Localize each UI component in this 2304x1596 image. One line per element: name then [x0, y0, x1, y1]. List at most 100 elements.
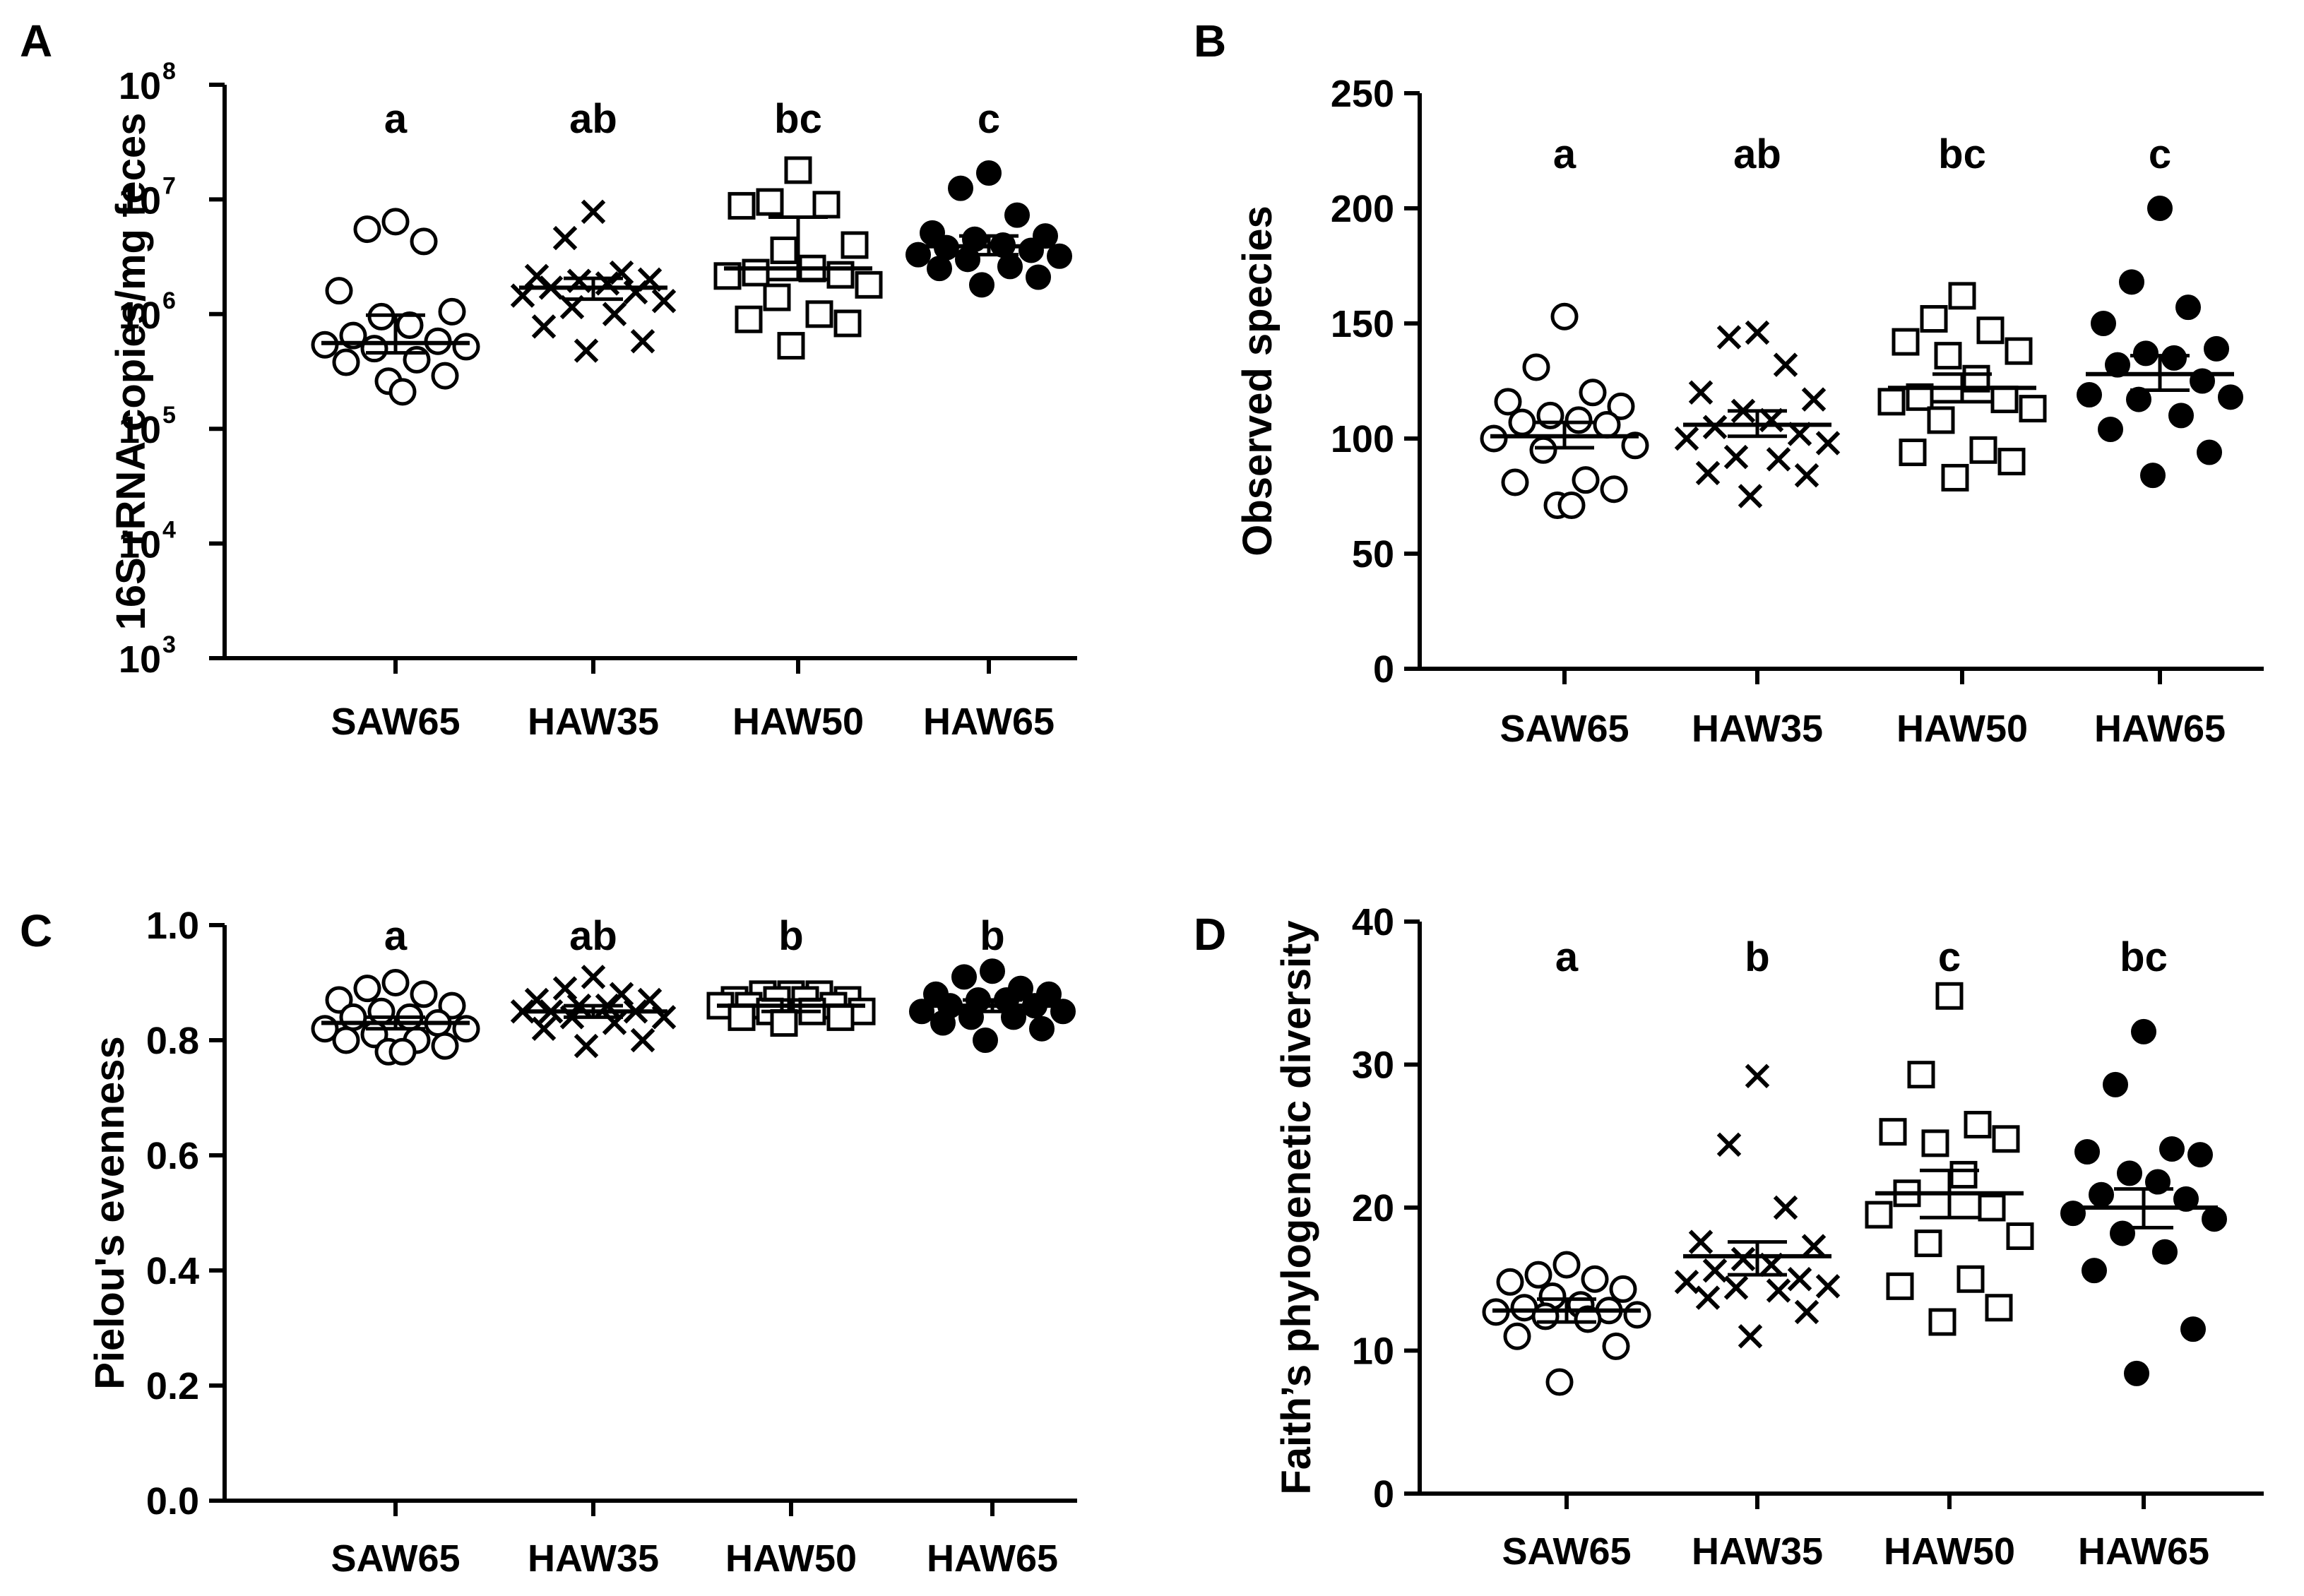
data-point: [651, 289, 677, 314]
data-point: [388, 378, 417, 406]
data-point: [1949, 1160, 1978, 1189]
category-label: SAW65: [331, 1537, 460, 1580]
data-point: [630, 328, 655, 354]
data-point: [1801, 1234, 1827, 1258]
y-tick-exponent: 3: [162, 631, 176, 658]
data-point: [353, 975, 381, 1003]
data-point: [332, 348, 360, 376]
data-point: [602, 302, 627, 327]
data-point: [1787, 1267, 1812, 1292]
x-stroke: [1773, 1195, 1798, 1220]
data-point: [1674, 1270, 1699, 1294]
data-point: [1026, 264, 1051, 290]
category-label: HAW35: [528, 701, 659, 743]
y-axis-title: Observed species: [1235, 206, 1281, 556]
data-point: [2152, 1239, 2178, 1265]
data-point: [367, 997, 396, 1025]
data-point: [2180, 1316, 2206, 1342]
data-point: [360, 335, 388, 363]
data-point: [2074, 1139, 2100, 1165]
x-stroke: [581, 965, 606, 989]
x-stroke: [1787, 1267, 1812, 1292]
y-tick-label: 50: [1352, 533, 1394, 576]
data-point: [1688, 380, 1714, 405]
significance-letter: ab: [1733, 131, 1781, 177]
x-stroke: [630, 328, 655, 354]
y-axis-title: Pielou's evenness: [87, 1036, 133, 1390]
data-point: [1552, 1251, 1581, 1279]
data-point: [2091, 311, 2116, 336]
data-point: [2173, 1186, 2199, 1212]
data-point: [396, 311, 424, 340]
data-point: [833, 309, 862, 338]
data-point: [1907, 1061, 1935, 1089]
data-point: [1574, 1305, 1602, 1333]
panel-b: B 0 50 100 150 200 250 Observed species SAW65 a HA…: [1194, 16, 2264, 750]
data-point: [1480, 424, 1508, 453]
y-tick-label: 0.8: [146, 1020, 199, 1062]
data-point: [1745, 320, 1770, 345]
data-point: [1730, 1246, 1756, 1272]
series-haw65: [909, 958, 1076, 1053]
series-saw65: [311, 969, 480, 1066]
data-point: [1494, 388, 1522, 416]
y-tick-label: 250: [1331, 73, 1394, 115]
data-point: [381, 969, 410, 996]
data-point: [1738, 484, 1763, 508]
data-point: [1524, 1261, 1552, 1289]
data-point: [1978, 1193, 2006, 1222]
series-haw35: [510, 199, 677, 363]
data-point: [1745, 1064, 1770, 1088]
panel-c: C 0.0 0.2 0.4 0.6 0.8 1.0 Pielou's evenness SAW6…: [20, 905, 1077, 1580]
data-point: [2124, 1360, 2149, 1386]
data-point: [2147, 196, 2173, 221]
data-point: [325, 986, 353, 1014]
significance-letter: bc: [774, 96, 822, 142]
data-point: [951, 964, 977, 990]
data-point: [2187, 1142, 2213, 1168]
data-point: [1019, 237, 1044, 263]
y-tick-label: 150: [1331, 303, 1394, 345]
data-point: [531, 314, 557, 339]
data-point: [1545, 1368, 1574, 1396]
data-point: [581, 199, 606, 225]
series-haw65: [2060, 1018, 2227, 1386]
data-point: [909, 999, 934, 1025]
data-point: [955, 246, 980, 273]
data-point: [1921, 1129, 1949, 1157]
data-point: [1702, 415, 1728, 439]
data-point: [958, 1004, 984, 1030]
data-point: [742, 258, 770, 287]
data-point: [763, 283, 791, 311]
data-point: [1787, 422, 1812, 446]
category-label: HAW65: [2094, 708, 2226, 750]
panel-letter: D: [1194, 909, 1226, 960]
data-point: [1602, 1332, 1630, 1360]
data-point: [1581, 1265, 1609, 1293]
x-stroke: [1815, 431, 1841, 455]
data-point: [552, 225, 578, 251]
data-point: [1531, 1302, 1560, 1330]
significance-letter: c: [978, 96, 1000, 142]
data-point: [581, 965, 606, 989]
data-point: [1001, 1004, 1026, 1030]
category-label: HAW50: [1896, 708, 2028, 750]
data-point: [728, 1003, 756, 1031]
y-tick-label: 10: [119, 524, 161, 566]
y-tick-label: 0.4: [146, 1250, 199, 1292]
y-axis-title: Faith’s phylogenetic diversity: [1273, 920, 1319, 1494]
data-point: [2077, 382, 2102, 408]
y-tick-exponent: 7: [162, 172, 176, 199]
data-point: [1529, 436, 1557, 464]
x-stroke: [552, 225, 578, 251]
x-stroke: [602, 302, 627, 327]
x-stroke: [1759, 1252, 1784, 1278]
data-point: [1572, 466, 1600, 494]
data-point: [1702, 1258, 1728, 1283]
significance-letter: b: [778, 913, 803, 959]
y-tick-exponent: 8: [162, 58, 176, 85]
x-stroke: [1773, 352, 1798, 377]
data-point: [1508, 408, 1536, 436]
series-haw65: [905, 160, 1072, 298]
y-tick-label: 0: [1373, 648, 1394, 691]
